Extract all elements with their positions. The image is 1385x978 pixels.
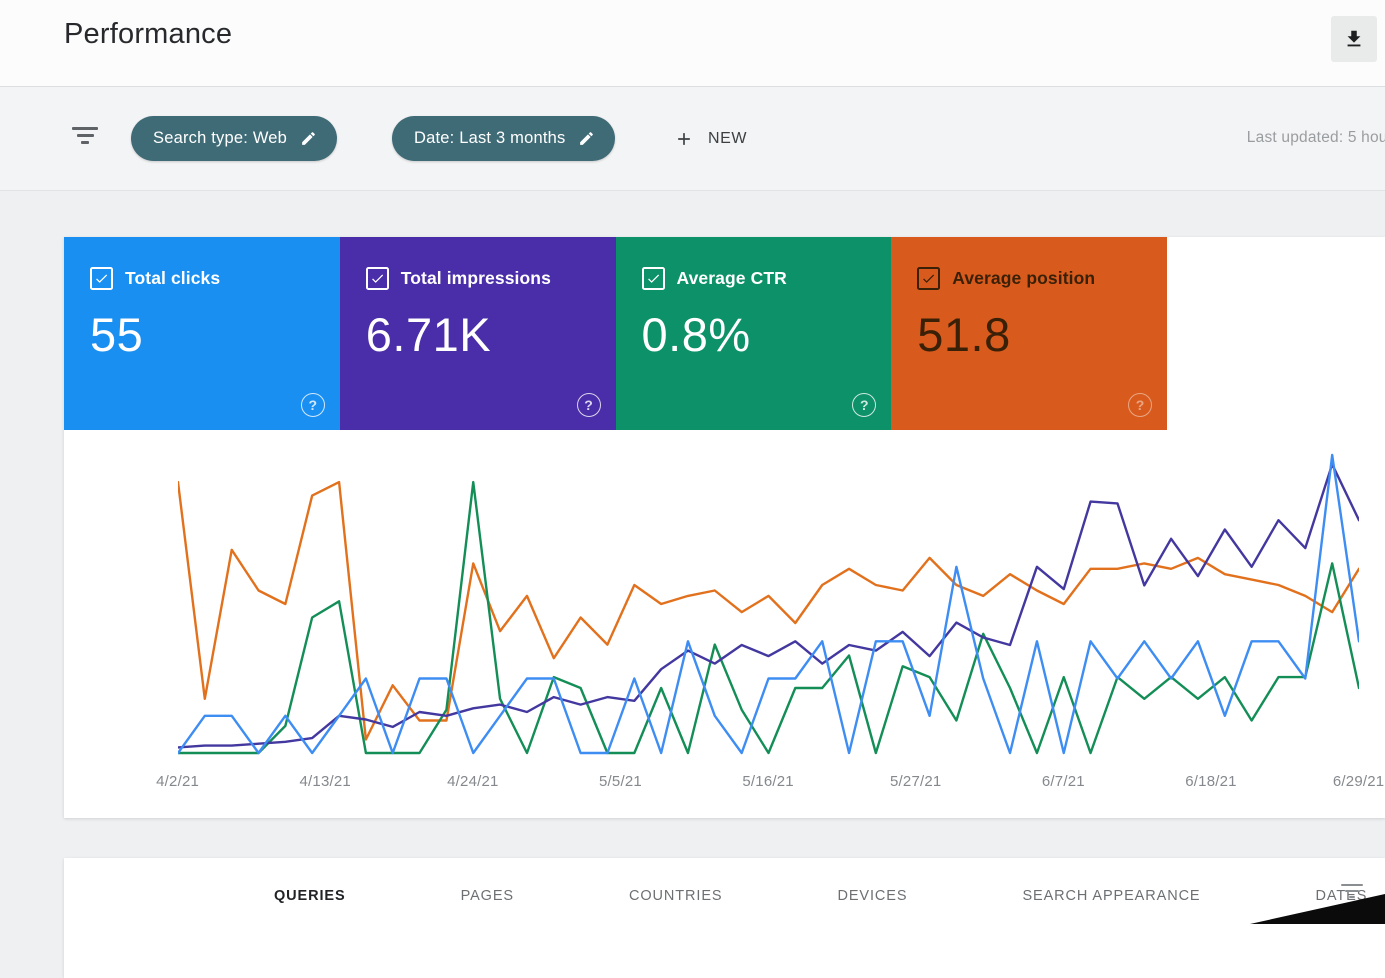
- checkmark-icon: [96, 274, 108, 283]
- checkbox-checked-icon[interactable]: [90, 267, 113, 290]
- table-filter-icon[interactable]: [1341, 884, 1363, 902]
- metric-cards-row: Total clicks 55 ? Total impressions 6.71…: [64, 237, 1167, 430]
- metric-label: Average position: [952, 268, 1096, 288]
- checkmark-icon: [371, 274, 383, 283]
- checkbox-checked-icon[interactable]: [365, 267, 389, 290]
- x-axis-tick-label: 4/13/21: [299, 773, 351, 790]
- performance-line-chart[interactable]: [178, 445, 1359, 765]
- tab-devices[interactable]: DEVICES: [837, 888, 908, 904]
- chart-line-total-impressions: [178, 464, 1359, 747]
- tab-queries[interactable]: QUERIES: [274, 888, 346, 904]
- new-filter-button[interactable]: NEW: [668, 116, 753, 161]
- download-icon: [1347, 30, 1361, 47]
- checkbox-checked-icon[interactable]: [917, 267, 941, 290]
- x-axis-tick-label: 6/29/21: [1332, 773, 1385, 790]
- performance-chart-card: Total clicks 55 ? Total impressions 6.71…: [64, 237, 1385, 818]
- metric-value: 0.8%: [641, 308, 751, 361]
- page-title: Performance: [64, 18, 233, 50]
- checkmark-icon: [923, 274, 935, 283]
- search-type-chip-label: Search type: Web: [153, 129, 288, 147]
- help-icon[interactable]: ?: [300, 393, 325, 417]
- metric-value: 6.71K: [365, 308, 492, 361]
- x-axis-tick-label: 5/27/21: [889, 773, 942, 790]
- chart-line-total-clicks: [178, 455, 1359, 753]
- x-axis-tick-label: 6/18/21: [1185, 773, 1237, 790]
- tab-countries[interactable]: COUNTRIES: [628, 888, 723, 904]
- metric-card-average-ctr[interactable]: Average CTR 0.8% ?: [615, 237, 892, 430]
- checkbox-checked-icon[interactable]: [641, 267, 665, 290]
- date-chip-label: Date: Last 3 months: [414, 129, 566, 147]
- tab-pages[interactable]: PAGES: [460, 888, 514, 904]
- metric-value: 51.8: [917, 308, 1011, 361]
- edit-pencil-icon: [580, 132, 594, 145]
- last-updated-text: Last updated: 5 hour: [1246, 129, 1385, 146]
- x-axis-tick-label: 5/5/21: [599, 773, 642, 790]
- metric-label: Total clicks: [125, 268, 221, 288]
- tab-search-appearance[interactable]: SEARCH APPEARANCE: [1022, 888, 1201, 904]
- filter-list-icon[interactable]: [72, 127, 98, 147]
- help-icon[interactable]: ?: [1128, 393, 1152, 417]
- checkmark-icon: [647, 274, 659, 283]
- metric-label: Average CTR: [676, 268, 787, 288]
- x-axis-tick-label: 4/2/21: [156, 773, 200, 790]
- dimensions-table-card: QUERIES PAGES COUNTRIES DEVICES SEARCH A…: [64, 858, 1385, 978]
- export-download-button[interactable]: [1331, 16, 1377, 62]
- tab-dates[interactable]: DATES: [1315, 888, 1368, 904]
- metric-value: 55: [90, 308, 144, 361]
- x-axis-tick-label: 4/24/21: [447, 773, 499, 790]
- line-chart-svg: [178, 445, 1359, 765]
- metric-card-total-impressions[interactable]: Total impressions 6.71K ?: [339, 237, 616, 430]
- filter-bar: Search type: Web Date: Last 3 months NEW…: [0, 87, 1385, 191]
- x-axis-tick-label: 5/16/21: [742, 773, 794, 790]
- metric-label: Total impressions: [400, 268, 551, 288]
- edit-pencil-icon: [302, 132, 315, 145]
- x-axis-tick-label: 6/7/21: [1041, 773, 1085, 790]
- date-filter-chip[interactable]: Date: Last 3 months: [392, 116, 616, 161]
- plus-icon: [678, 132, 690, 145]
- search-type-filter-chip[interactable]: Search type: Web: [131, 116, 338, 161]
- metric-card-average-position[interactable]: Average position 51.8 ?: [891, 237, 1167, 430]
- x-axis-labels: 4/2/21 4/13/21 4/24/21 5/5/21 5/16/21 5/27/21…: [156, 773, 1384, 797]
- chart-line-average-ctr: [178, 482, 1359, 753]
- chart-line-average-position: [178, 482, 1359, 739]
- help-icon[interactable]: ?: [852, 393, 877, 417]
- page-header: Performance: [0, 0, 1385, 87]
- dimension-tabs: QUERIES PAGES COUNTRIES DEVICES SEARCH A…: [64, 858, 1385, 904]
- help-icon[interactable]: ?: [576, 393, 601, 417]
- new-button-label: NEW: [708, 129, 748, 147]
- metric-card-total-clicks[interactable]: Total clicks 55 ?: [64, 237, 340, 430]
